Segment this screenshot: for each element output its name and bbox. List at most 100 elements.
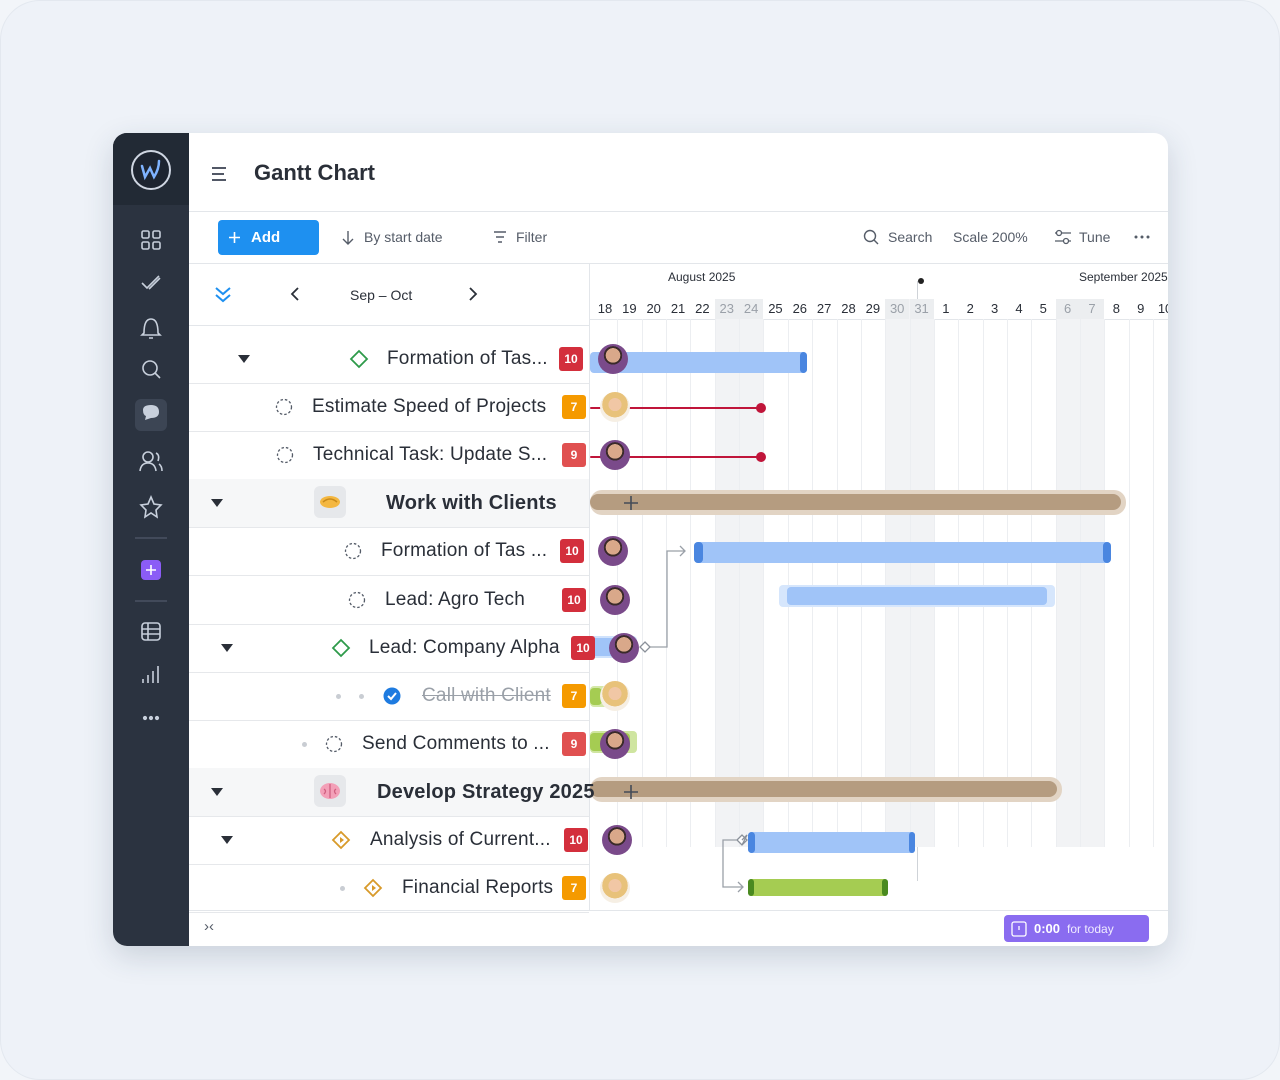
- add-button[interactable]: Add: [218, 220, 319, 255]
- page-title: Gantt Chart: [254, 160, 375, 185]
- scale-button[interactable]: Scale 200%: [953, 229, 1028, 245]
- day-grid-line: [787, 319, 789, 847]
- task-name: Estimate Speed of Projects: [312, 396, 547, 418]
- prev-button[interactable]: [289, 286, 301, 302]
- indent-dot: [359, 693, 364, 699]
- task-name: Technical Task: Update S...: [313, 444, 548, 466]
- assignee-avatar[interactable]: [598, 536, 628, 567]
- task-row[interactable]: Analysis of Current... 10: [189, 816, 632, 865]
- task-row[interactable]: Technical Task: Update S... 9: [189, 431, 630, 481]
- divider: [189, 910, 1168, 911]
- assignee-avatar[interactable]: [598, 344, 628, 374]
- assignee-avatar[interactable]: [600, 728, 630, 759]
- status-icon: [383, 687, 401, 705]
- day-label: 30: [885, 299, 910, 319]
- task-name: Financial Reports: [402, 877, 554, 899]
- status-icon: [344, 543, 362, 560]
- next-button[interactable]: [467, 286, 479, 302]
- day-label: 29: [865, 301, 881, 316]
- task-row[interactable]: Formation of Tas ... 10: [189, 527, 628, 577]
- search-icon: [863, 229, 879, 245]
- day-grid-line: [1006, 319, 1008, 847]
- timer-button[interactable]: 0:00 for today: [1004, 915, 1149, 942]
- day-grid-line: [909, 319, 911, 847]
- weekend-shade: [714, 299, 740, 847]
- group-icon: [314, 486, 346, 519]
- status-icon: [349, 349, 369, 369]
- task-row[interactable]: Formation of Tas... 10: [189, 335, 628, 384]
- assignee-avatar[interactable]: [600, 584, 630, 615]
- task-row[interactable]: Call with Client 7: [189, 672, 630, 721]
- expand-toggle[interactable]: ›‹: [204, 918, 214, 935]
- day-grid-line: [1153, 319, 1155, 847]
- status-icon: [276, 447, 294, 464]
- sort-button[interactable]: By start date: [364, 229, 443, 245]
- task-name: Call with Client: [422, 684, 551, 706]
- assignee-avatar[interactable]: [602, 825, 632, 855]
- assignee-avatar[interactable]: [600, 873, 630, 904]
- day-grid-line: [1080, 319, 1081, 847]
- day-grid-line: [1055, 319, 1057, 847]
- weekend-shade: [885, 299, 910, 847]
- assignee-avatar[interactable]: [600, 680, 630, 711]
- month-label: August 2025: [668, 270, 736, 284]
- task-name: Formation of Tas...: [387, 348, 548, 369]
- menu-icon[interactable]: [211, 165, 231, 183]
- assignee-avatar[interactable]: [600, 392, 630, 423]
- indent-dot: [340, 886, 345, 892]
- bar-cap: [694, 542, 703, 563]
- caret[interactable]: [237, 354, 251, 364]
- day-grid-line: [1104, 319, 1106, 847]
- priority-badge: 10: [571, 635, 595, 660]
- task-row[interactable]: Lead: Company Alpha 10: [189, 624, 639, 673]
- day-label: 23: [714, 299, 739, 319]
- timer-time: 0:00: [1034, 921, 1061, 936]
- caret[interactable]: [210, 787, 224, 797]
- task-row[interactable]: Send Comments to ... 9: [189, 720, 630, 769]
- collapse-all-icon[interactable]: [213, 284, 233, 304]
- status-icon: [363, 878, 383, 898]
- day-label: 1: [942, 301, 950, 316]
- task-row[interactable]: Estimate Speed of Projects 7: [189, 383, 630, 433]
- caret[interactable]: [210, 498, 224, 508]
- indent-dot: [302, 741, 307, 747]
- more-icon[interactable]: [1133, 234, 1151, 240]
- sidebar-icons[interactable]: [113, 213, 189, 733]
- group-row[interactable]: Work with Clients: [189, 479, 638, 529]
- day-grid-line: [739, 319, 741, 847]
- divider: [189, 263, 1168, 264]
- task-name: Formation of Tas ...: [381, 540, 548, 562]
- add-subtask[interactable]: [623, 495, 639, 511]
- search-button[interactable]: Search: [888, 229, 933, 245]
- caret[interactable]: [220, 643, 234, 653]
- timer-icon: [1011, 921, 1027, 937]
- timer-caption: for today: [1067, 922, 1114, 936]
- add-label: Add: [251, 229, 281, 246]
- day-label: 27: [816, 301, 832, 316]
- logo-area: [113, 133, 189, 205]
- tune-button[interactable]: Tune: [1079, 229, 1111, 245]
- plus-icon: [229, 232, 240, 243]
- group-row[interactable]: Develop Strategy 2025: [189, 767, 638, 817]
- caret[interactable]: [220, 835, 234, 845]
- bar-fill: [590, 688, 602, 705]
- day-grid-line: [836, 319, 838, 847]
- filter-button[interactable]: Filter: [516, 229, 548, 245]
- sort-icon: [342, 231, 354, 245]
- group-bar: [590, 781, 1057, 797]
- day-label: 5: [1039, 301, 1047, 316]
- task-name: Send Comments to ...: [362, 732, 550, 754]
- assignee-avatar[interactable]: [609, 632, 639, 663]
- assignee-avatar[interactable]: [600, 440, 630, 471]
- task-row[interactable]: Lead: Agro Tech 10: [189, 576, 630, 625]
- day-grid-line: [982, 319, 984, 847]
- day-label: 24: [739, 299, 764, 319]
- logo: [131, 150, 171, 190]
- priority-badge: 9: [562, 731, 586, 756]
- add-subtask[interactable]: [623, 784, 639, 800]
- priority-badge: 7: [562, 683, 586, 708]
- day-label: 21: [670, 301, 686, 316]
- day-grid-line: [763, 319, 765, 847]
- task-row[interactable]: Financial Reports 7: [189, 864, 630, 914]
- bar-cap: [800, 352, 807, 373]
